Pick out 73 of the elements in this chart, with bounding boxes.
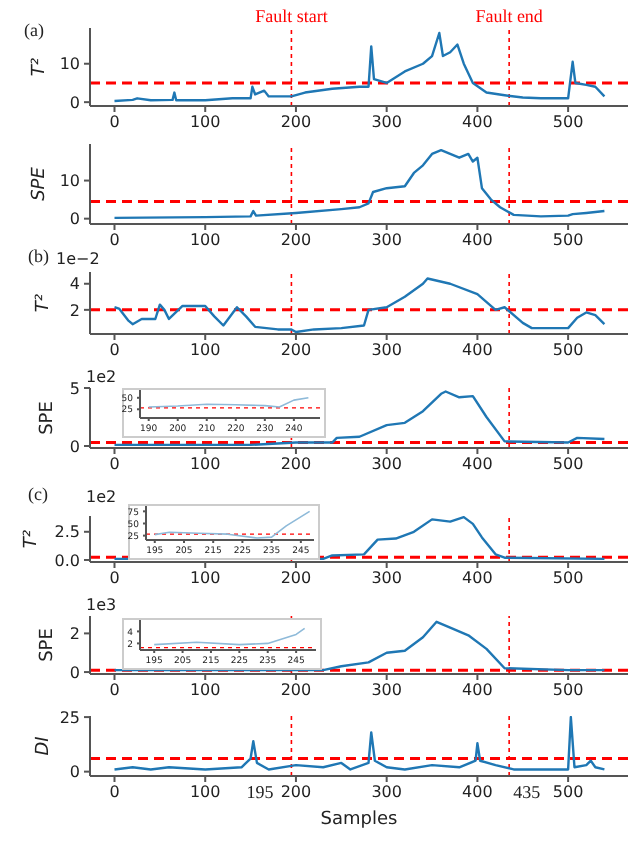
y-tick-label: 25 xyxy=(59,708,80,727)
y-axis-title: T² xyxy=(34,293,54,313)
ref-line-label: Fault start xyxy=(255,6,329,26)
text: 1e3 xyxy=(86,596,117,614)
x-tick-label: 0 xyxy=(109,113,120,132)
x-tick-label: 0 xyxy=(109,783,120,802)
x-tick-label: 300 xyxy=(371,341,402,360)
y-tick-label: 2 xyxy=(69,301,80,320)
x-tick-label: 100 xyxy=(189,341,221,360)
x-tick-label: 300 xyxy=(371,569,402,588)
x-tick-label: 400 xyxy=(462,455,493,474)
x-tick-label: 100 xyxy=(189,569,221,588)
x-tick-label: 500 xyxy=(552,681,584,700)
x-tick-label: 400 xyxy=(462,569,493,588)
x-tick-label: 0 xyxy=(109,231,120,250)
y-axis-title: SPE xyxy=(38,627,58,662)
x-tick-label: 200 xyxy=(280,455,312,474)
x-tick-label: 200 xyxy=(280,341,312,360)
y-tick-label: 2.5 xyxy=(54,523,80,542)
x-tick-label: 500 xyxy=(552,783,584,802)
y-tick-label: 0 xyxy=(69,210,80,229)
x-tick-label: 300 xyxy=(371,681,402,700)
y-tick-label: 2 xyxy=(69,625,80,644)
x-tick-label: 500 xyxy=(552,341,584,360)
x-tick-label: 300 xyxy=(371,455,402,474)
x-tick-label: 0 xyxy=(109,455,120,474)
y-axis-title: SPE xyxy=(38,400,58,435)
y-axis-title: SPE xyxy=(30,166,50,201)
y-tick-label: 0.0 xyxy=(54,551,80,570)
x-tick-label: 200 xyxy=(280,231,312,250)
x-tick-label: 400 xyxy=(462,231,493,250)
y-axis-title: T² xyxy=(22,529,42,549)
text: (b) xyxy=(28,246,49,266)
x-tick-label: 0 xyxy=(109,341,120,360)
x-tick-label: 500 xyxy=(552,113,584,132)
y-tick-label: 5 xyxy=(69,379,80,398)
x-tick-label: 400 xyxy=(462,681,493,700)
x-tick-label: 0 xyxy=(109,681,120,700)
x-tick-label: 400 xyxy=(462,341,493,360)
x-tick-label: 400 xyxy=(462,113,493,132)
x-tick-label: 0 xyxy=(109,569,120,588)
x-tick-label: 500 xyxy=(552,231,584,250)
text: (c) xyxy=(28,484,48,504)
y-tick-label: 4 xyxy=(69,275,80,294)
x-tick-label: 300 xyxy=(371,783,402,802)
x-tick-label: 200 xyxy=(280,783,312,802)
x-tick-label: 100 xyxy=(189,231,221,250)
x-tick-label: 200 xyxy=(280,681,312,700)
x-tick-label: 500 xyxy=(552,569,584,588)
y-tick-label: 10 xyxy=(59,172,80,191)
text: 1e2 xyxy=(86,488,117,506)
text: 1e−2 xyxy=(56,250,100,268)
x-tick-label: 200 xyxy=(280,569,312,588)
y-tick-label: 0 xyxy=(69,93,80,112)
y-axis-title: DI xyxy=(34,735,54,756)
ref-line-label: Fault end xyxy=(475,6,544,26)
y-axis-title: T² xyxy=(30,57,50,77)
y-tick-label: 0 xyxy=(69,763,80,782)
x-tick-label: 400 xyxy=(462,783,493,802)
x-tick-label: 300 xyxy=(371,231,402,250)
ref-line-label: 435 xyxy=(513,782,542,802)
y-tick-label: 10 xyxy=(59,55,80,74)
x-tick-label: 100 xyxy=(189,783,221,802)
x-tick-label: 100 xyxy=(189,455,221,474)
text: (a) xyxy=(24,20,44,40)
text: 1e2 xyxy=(86,368,117,386)
x-tick-label: 200 xyxy=(280,113,312,132)
x-tick-label: 300 xyxy=(371,113,402,132)
x-tick-label: 100 xyxy=(189,113,221,132)
x-tick-label: 100 xyxy=(189,681,221,700)
x-tick-label: 500 xyxy=(552,455,584,474)
y-tick-label: 0 xyxy=(69,437,80,456)
x-axis-title: Samples xyxy=(320,810,399,830)
